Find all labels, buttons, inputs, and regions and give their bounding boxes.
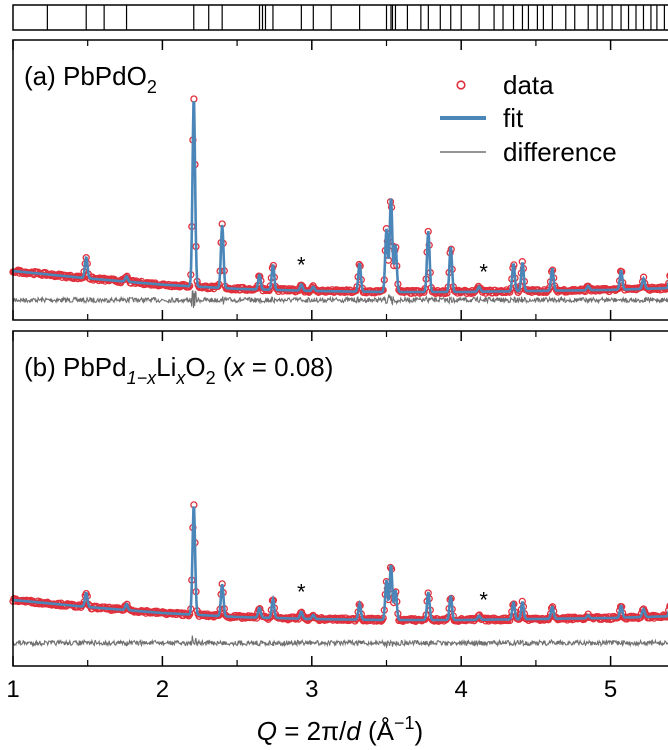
x-tick-labels: 1 2 3 4 5 bbox=[6, 676, 617, 703]
legend-difference-label: difference bbox=[503, 137, 617, 167]
panel-a-frame bbox=[12, 39, 668, 321]
data-point bbox=[529, 285, 537, 294]
x-tick-label: 1 bbox=[6, 676, 19, 703]
difference-series bbox=[12, 290, 668, 309]
legend-fit-label: fit bbox=[503, 103, 524, 133]
panel-b-x-ticks bbox=[12, 331, 612, 666]
impurity-marker: * bbox=[479, 588, 488, 613]
panel-a-x-ticks bbox=[12, 40, 612, 320]
panel-a-plot: * * bbox=[9, 95, 668, 309]
impurity-marker: * bbox=[479, 260, 488, 285]
impurity-marker: * bbox=[297, 252, 306, 277]
x-axis-label: Q = 2π/d (Å−1) bbox=[257, 713, 423, 746]
data-points bbox=[9, 95, 668, 298]
reflection-tick-strip bbox=[12, 4, 668, 31]
legend-data-marker bbox=[456, 80, 466, 90]
panel-b-frame bbox=[12, 330, 668, 667]
data-point bbox=[666, 602, 668, 610]
panel-a-title: (a) PbPdO2 bbox=[24, 61, 157, 97]
reflection-ticks bbox=[46, 5, 665, 30]
data-point bbox=[665, 279, 668, 287]
x-tick-label: 3 bbox=[305, 676, 318, 703]
legend: data fit difference bbox=[440, 70, 617, 167]
fit-series bbox=[12, 506, 668, 622]
fit-series bbox=[12, 101, 668, 294]
panel-b: * * (b) PbPd1−xLixO2 (x = 0.08) bbox=[9, 330, 668, 667]
panel-a: * * (a) PbPdO2 data fit difference bbox=[9, 39, 668, 321]
impurity-marker: * bbox=[297, 580, 306, 605]
legend-data-label: data bbox=[503, 70, 554, 100]
data-point bbox=[190, 95, 198, 103]
panel-b-title: (b) PbPd1−xLixO2 (x = 0.08) bbox=[24, 352, 333, 388]
panel-b-plot: * * bbox=[9, 501, 668, 649]
tick-strip-frame bbox=[12, 4, 668, 31]
data-points bbox=[9, 501, 668, 626]
data-point bbox=[665, 606, 668, 614]
x-tick-label: 5 bbox=[604, 676, 617, 703]
difference-series bbox=[12, 635, 668, 649]
data-point bbox=[443, 614, 451, 623]
x-tick-label: 2 bbox=[156, 676, 169, 703]
x-tick-label: 4 bbox=[455, 676, 468, 703]
data-point bbox=[666, 272, 668, 279]
data-point bbox=[536, 616, 544, 625]
